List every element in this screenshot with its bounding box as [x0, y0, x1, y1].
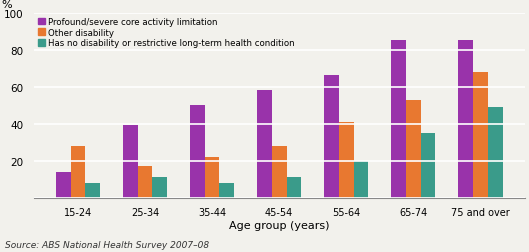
Bar: [190, 106, 205, 198]
Bar: [287, 178, 302, 198]
Bar: [70, 146, 85, 198]
Legend: Profound/severe core activity limitation, Other disability, Has no disability or: Profound/severe core activity limitation…: [38, 18, 295, 48]
X-axis label: Age group (years): Age group (years): [229, 220, 330, 230]
Text: Source: ABS National Health Survey 2007–08: Source: ABS National Health Survey 2007–…: [5, 240, 209, 249]
Bar: [339, 122, 353, 198]
Bar: [272, 146, 287, 198]
Y-axis label: %: %: [1, 0, 12, 10]
Bar: [391, 41, 406, 198]
Bar: [138, 167, 152, 198]
Bar: [85, 183, 100, 198]
Bar: [421, 133, 435, 198]
Bar: [205, 157, 220, 198]
Bar: [488, 108, 503, 198]
Bar: [473, 73, 488, 198]
Bar: [220, 183, 234, 198]
Bar: [406, 100, 421, 198]
Bar: [353, 161, 368, 198]
Bar: [257, 91, 272, 198]
Bar: [458, 41, 473, 198]
Bar: [123, 126, 138, 198]
Bar: [324, 76, 339, 198]
Bar: [56, 172, 70, 198]
Bar: [152, 178, 167, 198]
